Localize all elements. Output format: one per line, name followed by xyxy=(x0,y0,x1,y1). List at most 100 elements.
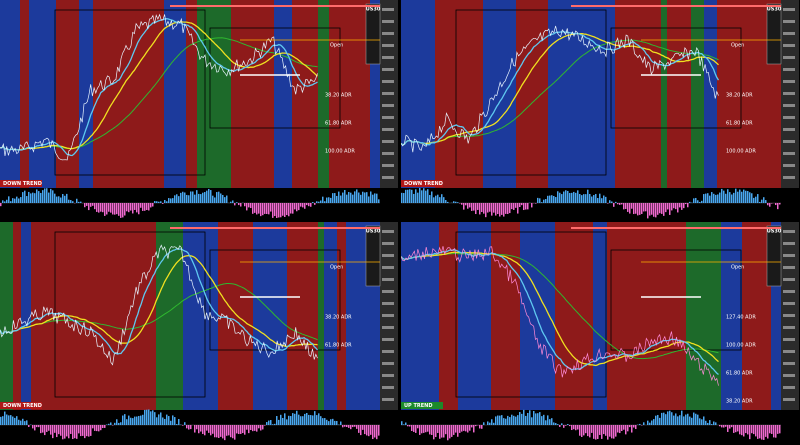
session-stripe xyxy=(186,0,197,188)
osc-bar xyxy=(545,420,547,425)
axis-label xyxy=(783,230,795,233)
osc-bar xyxy=(615,425,617,437)
axis-label xyxy=(382,116,394,119)
axis-label xyxy=(783,152,795,155)
osc-bar xyxy=(204,192,206,203)
osc-bar xyxy=(246,425,248,430)
osc-bar xyxy=(378,199,380,203)
osc-bar xyxy=(14,418,16,425)
osc-bar xyxy=(374,425,376,438)
osc-bar xyxy=(154,201,156,203)
osc-bar xyxy=(18,198,20,203)
osc-bar xyxy=(419,188,421,203)
osc-bar xyxy=(725,194,727,203)
osc-bar xyxy=(779,203,781,204)
osc-bar xyxy=(523,203,525,210)
osc-bar xyxy=(571,425,573,430)
osc-bar xyxy=(465,425,467,431)
osc-bar xyxy=(471,425,473,427)
osc-bar xyxy=(569,193,571,203)
osc-bar xyxy=(370,425,372,435)
osc-bar xyxy=(252,203,254,214)
osc-bar xyxy=(236,425,238,433)
osc-bar xyxy=(545,199,547,203)
osc-bar xyxy=(721,425,723,427)
session-stripe xyxy=(95,222,121,410)
osc-bar xyxy=(258,203,260,214)
osc-bar xyxy=(178,196,180,203)
osc-bar xyxy=(573,425,575,429)
osc-bar xyxy=(334,193,336,203)
osc-bar xyxy=(589,194,591,203)
osc-bar xyxy=(557,191,559,203)
osc-bar xyxy=(701,201,703,203)
adr-label: 38.20 ADR xyxy=(325,315,352,321)
osc-bar xyxy=(709,420,711,425)
osc-bar xyxy=(677,203,679,212)
osc-bar xyxy=(519,203,521,207)
osc-bar xyxy=(26,196,28,203)
axis-label xyxy=(783,164,795,167)
axis-label xyxy=(783,56,795,59)
osc-bar xyxy=(587,425,589,436)
osc-bar xyxy=(312,415,314,425)
osc-bar xyxy=(10,201,12,203)
osc-bar xyxy=(747,425,749,434)
osc-bar xyxy=(705,421,707,425)
osc-bar xyxy=(196,190,198,203)
osc-bar xyxy=(238,203,240,205)
osc-bar xyxy=(515,417,517,425)
osc-bar xyxy=(114,203,116,215)
osc-bar xyxy=(619,203,621,205)
osc-bar xyxy=(501,203,503,215)
session-stripe xyxy=(491,222,520,410)
osc-bar xyxy=(711,424,713,425)
osc-bar xyxy=(753,425,755,434)
session-stripe xyxy=(79,0,93,188)
osc-bar xyxy=(657,203,659,215)
osc-bar xyxy=(174,417,176,425)
osc-bar xyxy=(559,425,561,427)
osc-bar xyxy=(124,414,126,425)
adr-label: 38.20 ADR xyxy=(726,399,753,405)
osc-bar xyxy=(154,412,156,425)
osc-bar xyxy=(358,425,360,433)
osc-bar xyxy=(352,425,354,427)
session-stripe xyxy=(13,222,21,410)
osc-bar xyxy=(537,413,539,425)
osc-bar xyxy=(463,425,465,431)
osc-bar xyxy=(525,416,527,425)
osc-bar xyxy=(505,419,507,425)
osc-bar xyxy=(76,199,78,203)
osc-bar xyxy=(435,425,437,437)
osc-bar xyxy=(551,418,553,425)
osc-bar xyxy=(186,425,188,428)
osc-bar xyxy=(110,203,112,213)
osc-bar xyxy=(433,425,435,439)
osc-bar xyxy=(511,415,513,425)
osc-bar xyxy=(246,203,248,210)
osc-bar xyxy=(443,425,445,438)
osc-bar xyxy=(645,203,647,211)
osc-bar xyxy=(517,415,519,425)
osc-bar xyxy=(166,201,168,203)
osc-bar xyxy=(461,203,463,205)
osc-bar xyxy=(617,203,619,204)
axis-label xyxy=(382,44,394,47)
osc-bar xyxy=(453,201,455,203)
osc-bar xyxy=(501,415,503,425)
osc-bar xyxy=(130,418,132,425)
osc-bar xyxy=(362,192,364,203)
osc-bar xyxy=(411,425,413,431)
osc-bar xyxy=(649,423,651,425)
osc-bar xyxy=(481,425,483,429)
osc-bar xyxy=(276,203,278,218)
osc-bar xyxy=(274,203,276,216)
osc-bar xyxy=(344,425,346,427)
osc-bar xyxy=(250,203,252,208)
osc-bar xyxy=(28,425,30,427)
osc-bar xyxy=(34,193,36,203)
osc-bar xyxy=(427,189,429,203)
osc-bar xyxy=(669,411,671,425)
